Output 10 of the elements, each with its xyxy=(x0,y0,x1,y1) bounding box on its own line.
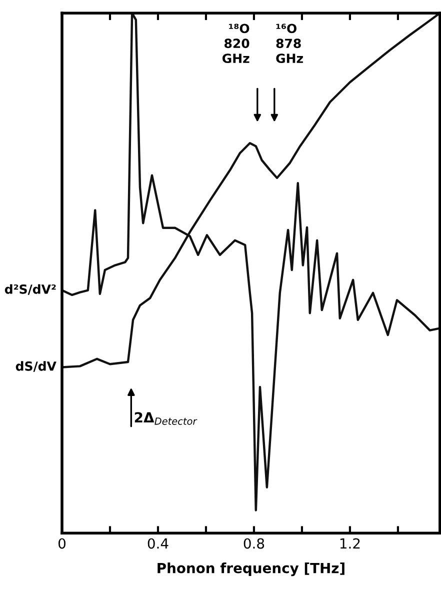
x-tick-label: 0.8 xyxy=(244,538,264,549)
series-label: d²S/dV² xyxy=(4,284,56,295)
series-label: dS/dV xyxy=(16,361,56,372)
annotation: ¹⁶O 878 GHz xyxy=(276,24,303,64)
x-tick-label: 0.4 xyxy=(148,538,168,549)
x-axis-title: Phonon frequency [THz] xyxy=(158,562,344,576)
x-tick-label: 0 xyxy=(58,538,66,549)
x-tick-label: 1.2 xyxy=(340,538,360,549)
annotation: 2Δ$_{Detector}$ xyxy=(134,412,198,425)
annotation: ¹⁸O 820 GHz xyxy=(222,24,250,64)
